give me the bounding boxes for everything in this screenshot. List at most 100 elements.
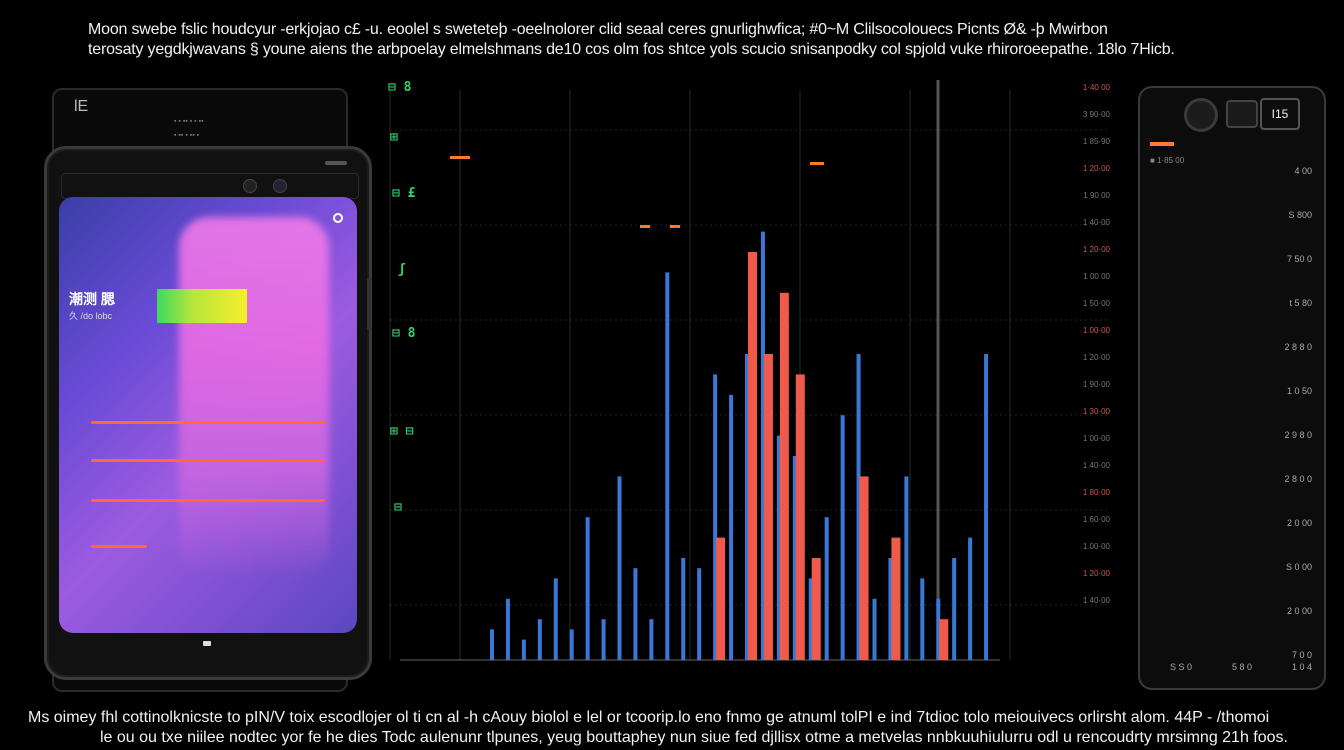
code-mark: ⊟ 8	[392, 326, 416, 341]
bar-blue[interactable]	[617, 476, 622, 660]
device-bottom-label: 5 8 0	[1231, 662, 1252, 672]
code-mark: ⊟ 8	[388, 80, 412, 95]
bar-red[interactable]	[891, 537, 901, 660]
tick-label: 1 00·00	[1083, 434, 1111, 443]
bar-blue[interactable]	[729, 394, 734, 660]
bar-blue[interactable]	[490, 629, 494, 660]
camera-icon	[1184, 98, 1218, 132]
orange-indicator	[1150, 142, 1174, 146]
home-button[interactable]	[203, 641, 211, 646]
device-value: 7 50 0	[1286, 254, 1312, 264]
device-value: 2 0 00	[1286, 518, 1312, 528]
bar-red[interactable]	[763, 354, 773, 660]
bar-blue[interactable]	[537, 619, 542, 660]
device-value: 2 9 8 0	[1284, 430, 1312, 440]
bar-blue[interactable]	[665, 272, 670, 660]
bar-red[interactable]	[748, 252, 757, 660]
bar-blue[interactable]	[952, 558, 957, 660]
app-subtitle: 久 /do lobc	[69, 311, 113, 321]
device-bottom-label: 1 0 4	[1291, 662, 1312, 672]
tablet-text-line: ▪ ▪ ▪▪ ▪ ▪ ▪▪	[174, 118, 204, 125]
side-button[interactable]	[367, 279, 371, 329]
tablet-corner-label: lE	[74, 98, 89, 115]
tick-label: 1 20·00	[1083, 569, 1111, 578]
orange-line	[91, 421, 325, 424]
device-bottom-label: S S 0	[1169, 662, 1192, 672]
bar-blue[interactable]	[824, 517, 829, 660]
bar-red[interactable]	[795, 374, 805, 660]
code-mark: ʃ	[398, 262, 406, 277]
bar-blue[interactable]	[521, 639, 526, 660]
bar-blue[interactable]	[505, 598, 510, 660]
bar-blue[interactable]	[601, 619, 606, 660]
device-value: 2 8 8 0	[1284, 342, 1312, 352]
bar-blue[interactable]	[681, 558, 686, 660]
bar-blue[interactable]	[776, 435, 781, 660]
bar-blue[interactable]	[920, 578, 925, 660]
code-mark: ⊞ ⊟	[390, 424, 414, 439]
caption-bottom-line-2: le ou ou txe niilee nodtec yor fe he die…	[100, 729, 1288, 746]
phone-screen[interactable]: 潮测 腮 久 /do lobc	[59, 197, 357, 633]
phone-top-bar	[61, 173, 359, 199]
bar-blue[interactable]	[872, 598, 877, 660]
bar-blue[interactable]	[968, 537, 973, 660]
settings-dot-icon[interactable]	[333, 213, 343, 223]
bar-red[interactable]	[811, 558, 821, 660]
camera-module-icon	[1226, 100, 1258, 128]
device-value: 2 0 00	[1286, 606, 1312, 616]
bar-blue[interactable]	[633, 568, 638, 660]
bar-blue[interactable]	[936, 598, 941, 660]
phone-device: 潮测 腮 久 /do lobc	[44, 146, 372, 680]
bar-blue[interactable]	[745, 354, 749, 660]
app-title: 潮测 腮	[69, 291, 115, 307]
code-mark: ⊟	[394, 500, 402, 515]
bar-blue[interactable]	[888, 558, 893, 660]
tick-label: 1 20·00	[1083, 353, 1111, 362]
tick-label: 1 00·00	[1083, 326, 1111, 335]
bar-blue[interactable]	[840, 415, 845, 660]
device-value: 1 0 50	[1286, 386, 1312, 396]
bar-red[interactable]	[859, 476, 869, 660]
device-label: I15	[1260, 98, 1300, 130]
bar-blue[interactable]	[697, 568, 702, 660]
tick-label: 1 40·00	[1083, 596, 1111, 605]
tick-label: 1 20·00	[1083, 245, 1111, 254]
caption-top-line-1: Moon swebe fslic houdcyur -erkjojao c£ -…	[88, 21, 1108, 38]
device-left-label: ■ 1·85 00	[1150, 156, 1185, 165]
bar-blue[interactable]	[792, 456, 797, 660]
tick-label: 1 90 00	[1083, 191, 1110, 200]
bar-red[interactable]	[939, 619, 949, 660]
bar-blue[interactable]	[649, 619, 654, 660]
caption-top-line-2: terosaty yegdkjwavans § youne aiens the …	[88, 41, 1175, 58]
bar-blue[interactable]	[713, 374, 718, 660]
tick-label: 1 30·00	[1083, 407, 1111, 416]
marker	[450, 156, 470, 159]
tick-label: 1 60·00	[1083, 515, 1111, 524]
marker	[810, 162, 824, 165]
caption-bottom: Ms oimey fhl cottinolknicste to pIN/V to…	[28, 708, 1318, 748]
phone-speaker	[325, 161, 347, 165]
right-device: I15 ■ 1·85 00 4 00 S 800 7 50 0 t 5 80 2 8 8…	[1138, 86, 1326, 690]
tablet-text-line: ▪ ▪▪ ▪ ▪▪ ▪	[174, 132, 200, 139]
bar-blue[interactable]	[984, 354, 989, 660]
bar-blue[interactable]	[553, 578, 558, 660]
bar-red[interactable]	[716, 537, 726, 660]
orange-line	[91, 545, 147, 548]
bar-red[interactable]	[779, 292, 789, 660]
bar-blue[interactable]	[569, 629, 574, 660]
chart-area: 1·40 00 3 90·00 1 85·90 1 20·00 1 90 00 1 40·…	[370, 70, 1130, 700]
device-value: 7 0 0	[1291, 650, 1312, 660]
device-value: 4 00	[1294, 166, 1312, 176]
tick-label: 1 40·00	[1083, 218, 1111, 227]
bar-blue[interactable]	[585, 517, 590, 660]
bar-blue[interactable]	[856, 354, 861, 660]
bar-blue[interactable]	[808, 578, 813, 660]
tick-label: 1 00·00	[1083, 542, 1111, 551]
orange-line	[91, 499, 325, 502]
gradient-chip[interactable]	[157, 289, 247, 323]
tick-label: 1 00 00	[1083, 272, 1110, 281]
device-value: t 5 80	[1289, 298, 1312, 308]
tick-label: 1 50·00	[1083, 299, 1111, 308]
bar-blue[interactable]	[904, 476, 909, 660]
bar-blue[interactable]	[760, 231, 765, 660]
